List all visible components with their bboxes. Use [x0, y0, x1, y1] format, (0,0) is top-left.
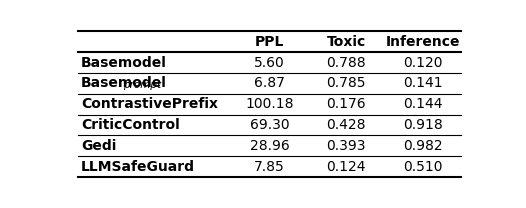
Text: Gedi: Gedi: [81, 139, 117, 153]
Text: 0.510: 0.510: [403, 160, 442, 174]
Text: 28.96: 28.96: [250, 139, 289, 153]
Text: 0.176: 0.176: [327, 97, 366, 111]
Text: 0.124: 0.124: [327, 160, 366, 174]
Text: 0.393: 0.393: [327, 139, 366, 153]
Text: 0.918: 0.918: [403, 118, 443, 132]
Text: Toxic: Toxic: [327, 35, 366, 49]
Text: 7.85: 7.85: [254, 160, 285, 174]
Text: 0.144: 0.144: [403, 97, 442, 111]
Text: Basemodel: Basemodel: [81, 76, 167, 90]
Text: 0.141: 0.141: [403, 76, 443, 90]
Text: ContrastivePrefix: ContrastivePrefix: [81, 97, 218, 111]
Text: 0.982: 0.982: [403, 139, 443, 153]
Text: 69.30: 69.30: [250, 118, 289, 132]
Text: 0.428: 0.428: [327, 118, 366, 132]
Text: 0.785: 0.785: [327, 76, 366, 90]
Text: Inference: Inference: [386, 35, 460, 49]
Text: PPL: PPL: [255, 35, 284, 49]
Text: 0.788: 0.788: [327, 56, 366, 70]
Text: 5.60: 5.60: [254, 56, 285, 70]
Text: 100.18: 100.18: [245, 97, 294, 111]
Text: LLMSafeGuard: LLMSafeGuard: [81, 160, 195, 174]
Text: CriticControl: CriticControl: [81, 118, 180, 132]
Text: 6.87: 6.87: [254, 76, 285, 90]
Text: 0.120: 0.120: [403, 56, 442, 70]
Text: Basemodel: Basemodel: [81, 56, 167, 70]
Text: prompt: prompt: [124, 80, 161, 90]
